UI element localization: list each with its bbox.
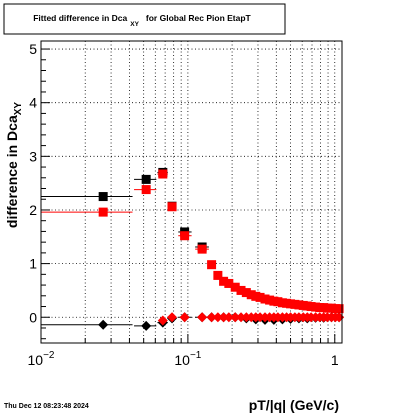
chart-title-rest: for Global Rec Pion EtapT bbox=[146, 13, 252, 23]
data-point-diamond bbox=[157, 315, 168, 326]
data-point-square bbox=[141, 185, 151, 195]
data-point-diamond bbox=[179, 312, 190, 323]
y-tick-label: 1 bbox=[29, 256, 37, 272]
data-series bbox=[41, 167, 345, 331]
data-point-square bbox=[180, 231, 190, 241]
grid bbox=[41, 41, 342, 343]
x-tick-label-base: 10 bbox=[28, 352, 44, 368]
data-point-diamond bbox=[98, 319, 109, 330]
title-box: Fitted difference in DcaXY for Global Rec… bbox=[3, 3, 286, 35]
series-red-squares bbox=[41, 169, 344, 314]
y-tick-label: 2 bbox=[29, 202, 37, 218]
data-point-square bbox=[224, 278, 234, 288]
x-tick-label: 10−1 bbox=[174, 350, 201, 368]
data-point-square bbox=[98, 207, 108, 217]
chart-title-main: Fitted difference in Dca bbox=[33, 13, 127, 23]
data-point-diamond bbox=[218, 312, 229, 323]
data-point-square bbox=[207, 260, 217, 270]
data-point-diamond bbox=[236, 312, 247, 323]
chart-title-subscript: XY bbox=[130, 21, 139, 28]
data-point-square bbox=[213, 270, 223, 280]
data-point-square bbox=[141, 174, 151, 184]
y-axis-label: difference in DcaXY bbox=[4, 102, 24, 228]
data-point-square bbox=[236, 285, 246, 295]
x-tick-label-exponent: −2 bbox=[43, 350, 55, 361]
timestamp: Thu Dec 12 08:23:48 2024 bbox=[4, 403, 89, 410]
title-box-border bbox=[3, 3, 286, 35]
data-point-square bbox=[241, 288, 251, 298]
data-point-square bbox=[219, 276, 229, 286]
data-point-diamond bbox=[167, 312, 178, 323]
y-tick-label: 4 bbox=[29, 95, 37, 111]
data-point-square bbox=[255, 292, 265, 302]
data-point-square bbox=[334, 304, 344, 314]
chart-title: Fitted difference in DcaXY for Global Rec… bbox=[33, 13, 251, 28]
plot-frame bbox=[40, 40, 343, 344]
x-tick-label: 1 bbox=[331, 352, 339, 368]
data-point-square bbox=[246, 290, 256, 300]
y-tick-label: 5 bbox=[29, 41, 37, 57]
x-tick-label-base: 10 bbox=[174, 352, 190, 368]
data-point-diamond bbox=[141, 320, 152, 331]
data-point-square bbox=[98, 192, 108, 202]
data-point-square bbox=[167, 202, 177, 212]
data-point-square bbox=[197, 244, 207, 254]
data-point-diamond bbox=[206, 312, 217, 323]
data-point-square bbox=[230, 282, 240, 292]
y-axis-label-main: difference in Dca bbox=[4, 115, 20, 228]
x-tick-label: 10−2 bbox=[28, 350, 55, 368]
x-axis-label: pT/|q| (GeV/c) bbox=[249, 397, 339, 413]
axis-ticks bbox=[40, 48, 336, 343]
data-point-square bbox=[158, 169, 168, 179]
x-tick-label-exponent: −1 bbox=[190, 350, 202, 361]
series-red-diamonds bbox=[157, 312, 345, 326]
data-point-diamond bbox=[197, 312, 208, 323]
y-tick-label: 0 bbox=[29, 309, 37, 325]
data-point-diamond bbox=[230, 312, 241, 323]
data-point-diamond bbox=[212, 312, 223, 323]
data-point-diamond bbox=[223, 312, 234, 323]
y-axis-label-subscript: XY bbox=[13, 102, 24, 116]
y-tick-label: 3 bbox=[29, 148, 37, 164]
x-tick-label-base: 1 bbox=[331, 352, 339, 368]
data-point-square bbox=[260, 294, 270, 304]
data-point-square bbox=[273, 297, 283, 307]
